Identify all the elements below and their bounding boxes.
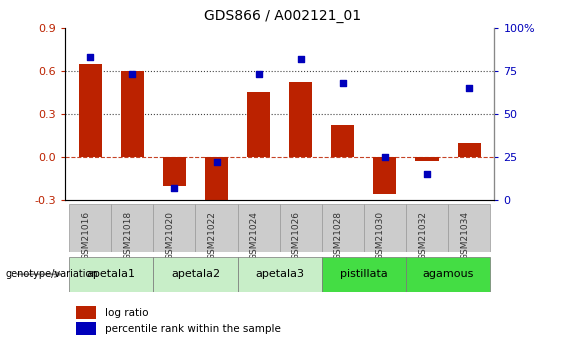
Bar	[237, 257, 322, 292]
Bar	[322, 257, 406, 292]
Bar	[280, 204, 322, 252]
Text: GSM21034: GSM21034	[460, 211, 469, 260]
Text: GSM21026: GSM21026	[292, 211, 301, 260]
Text: GSM21018: GSM21018	[123, 211, 132, 260]
Bar	[205, 157, 228, 204]
Bar	[69, 257, 153, 292]
Point	[338, 80, 347, 86]
Bar	[111, 204, 153, 252]
Point	[170, 185, 179, 191]
Bar	[373, 157, 397, 194]
Bar	[153, 257, 237, 292]
Text: GSM21016: GSM21016	[81, 211, 90, 260]
Text: percentile rank within the sample: percentile rank within the sample	[105, 324, 281, 334]
Bar	[163, 157, 186, 186]
Text: apetala3: apetala3	[255, 269, 304, 279]
Bar	[121, 71, 144, 157]
Text: genotype/variation: genotype/variation	[6, 269, 98, 279]
Text: GSM21030: GSM21030	[376, 211, 385, 260]
Text: GDS866 / A002121_01: GDS866 / A002121_01	[204, 9, 361, 23]
Bar	[458, 142, 481, 157]
Point	[212, 159, 221, 165]
Bar	[76, 306, 97, 319]
Bar	[406, 257, 490, 292]
Text: GSM21020: GSM21020	[166, 211, 175, 260]
Bar	[79, 63, 102, 157]
Bar	[76, 322, 97, 335]
Bar	[415, 157, 438, 161]
Text: GSM21028: GSM21028	[334, 211, 343, 260]
Bar	[448, 204, 490, 252]
Text: apetala2: apetala2	[171, 269, 220, 279]
Bar	[153, 204, 195, 252]
Text: GSM21032: GSM21032	[418, 211, 427, 260]
Bar	[289, 82, 312, 157]
Point	[296, 56, 305, 61]
Bar	[364, 204, 406, 252]
Point	[254, 71, 263, 77]
Text: GSM21022: GSM21022	[207, 211, 216, 260]
Point	[423, 171, 432, 177]
Bar	[195, 204, 237, 252]
Text: pistillata: pistillata	[340, 269, 388, 279]
Point	[380, 154, 389, 160]
Bar	[237, 204, 280, 252]
Point	[86, 54, 95, 60]
Bar	[322, 204, 364, 252]
Bar	[406, 204, 448, 252]
Bar	[331, 125, 354, 157]
Point	[464, 85, 473, 91]
Text: GSM21024: GSM21024	[250, 211, 259, 260]
Text: apetala1: apetala1	[87, 269, 136, 279]
Point	[128, 71, 137, 77]
Bar	[69, 204, 111, 252]
Text: agamous: agamous	[423, 269, 474, 279]
Bar	[247, 92, 270, 157]
Text: log ratio: log ratio	[105, 308, 148, 318]
